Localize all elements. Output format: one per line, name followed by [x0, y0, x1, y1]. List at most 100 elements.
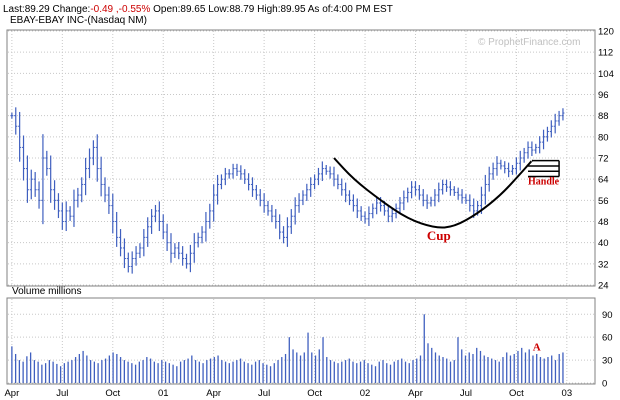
price-bar	[313, 174, 317, 190]
price-bar	[262, 193, 266, 213]
asof-label: As of:	[308, 4, 334, 15]
price-bar	[297, 193, 301, 213]
price-bar	[553, 113, 557, 134]
price-bar	[293, 197, 297, 225]
price-bar	[200, 226, 204, 244]
price-bar	[87, 148, 91, 179]
price-bar	[534, 143, 538, 154]
price-bar	[336, 174, 340, 190]
price-bar	[332, 166, 336, 187]
change-label: Change:	[53, 4, 91, 15]
price-bar	[266, 200, 270, 216]
price-bar	[243, 169, 247, 184]
price-bar	[53, 180, 57, 210]
price-bar	[18, 111, 22, 162]
price-bar	[119, 229, 123, 257]
price-tick-label: 120	[598, 27, 614, 38]
price-bar	[433, 189, 437, 207]
price-bar	[227, 169, 231, 179]
price-tick-label: 64	[598, 175, 609, 186]
price-bar	[289, 209, 293, 234]
price-bar	[270, 204, 274, 223]
price-bar	[499, 159, 503, 170]
volume-title: Volume millions	[12, 286, 81, 297]
price-tick-label: 32	[598, 259, 609, 270]
price-bar	[153, 204, 157, 223]
price-bars	[10, 107, 565, 274]
price-tick-label: 80	[598, 132, 609, 143]
x-tick-label: Oct	[509, 388, 524, 399]
cup-handle-pattern: Cup Handle	[333, 157, 560, 243]
price-bar	[324, 165, 328, 175]
price-bar	[340, 178, 344, 196]
price-bar	[231, 163, 235, 179]
price-bar	[219, 174, 223, 190]
price-bar	[188, 244, 192, 273]
price-bar	[538, 136, 542, 154]
price-bar	[518, 150, 522, 171]
price-bar	[507, 162, 511, 178]
price-bar	[285, 217, 289, 247]
price-bar	[441, 179, 445, 195]
low-label: Low:	[208, 4, 229, 15]
open-value: 89.65	[180, 4, 205, 15]
price-tick-label: 104	[598, 69, 614, 80]
price-bar	[216, 174, 220, 205]
annotation-handle: Handle	[528, 176, 560, 187]
price-bar	[122, 238, 126, 269]
price-bar	[402, 190, 406, 211]
price-bar	[511, 165, 515, 175]
volume-tick-label: 0	[602, 379, 607, 390]
x-tick-label: Jul	[258, 388, 270, 399]
x-tick-label: Apr	[206, 388, 221, 399]
price-bar	[169, 233, 173, 263]
price-bar	[181, 246, 185, 266]
x-tick-label: Jul	[56, 388, 68, 399]
price-bar	[72, 189, 76, 227]
price-bar	[320, 161, 324, 182]
price-bar	[138, 243, 142, 259]
x-tick-label: Apr	[408, 388, 423, 399]
price-bar	[95, 134, 99, 182]
price-bar	[445, 179, 449, 192]
open-label: Open:	[153, 4, 180, 15]
price-bar	[464, 194, 468, 204]
price-bar	[177, 242, 181, 260]
price-bar	[429, 196, 433, 207]
price-bar	[522, 147, 526, 163]
price-bar	[196, 232, 200, 248]
price-bar	[348, 190, 352, 206]
price-bar	[29, 169, 33, 200]
price-bar	[491, 162, 495, 180]
price-bar	[157, 201, 161, 232]
price-bar	[328, 166, 332, 179]
price-bar	[150, 209, 154, 234]
annotation-a: A	[533, 341, 541, 353]
price-bar	[282, 226, 286, 244]
price-bar	[235, 163, 239, 176]
price-bar	[545, 126, 549, 142]
price-bar	[208, 203, 212, 229]
price-bar	[49, 155, 53, 203]
price-bar	[398, 197, 402, 215]
price-bar	[239, 165, 243, 180]
price-bar	[165, 223, 169, 252]
volume-tick-label: 90	[602, 310, 613, 321]
price-bar	[254, 184, 258, 200]
price-bar	[274, 209, 278, 229]
price-bar	[351, 194, 355, 212]
price-bar	[146, 217, 150, 247]
price-bar	[14, 107, 18, 135]
price-tick-label: 56	[598, 196, 609, 207]
last-value: 89.29	[25, 4, 50, 15]
price-bar	[41, 134, 45, 225]
price-bar	[557, 110, 561, 126]
asof-value: 4:00 PM EST	[333, 4, 392, 15]
price-bar	[437, 182, 441, 203]
x-tick-label: Apr	[4, 388, 19, 399]
price-bar	[37, 181, 41, 209]
price-grid	[8, 30, 594, 286]
annotation-cup: Cup	[427, 228, 451, 243]
volume-tick-label: 60	[602, 333, 613, 344]
